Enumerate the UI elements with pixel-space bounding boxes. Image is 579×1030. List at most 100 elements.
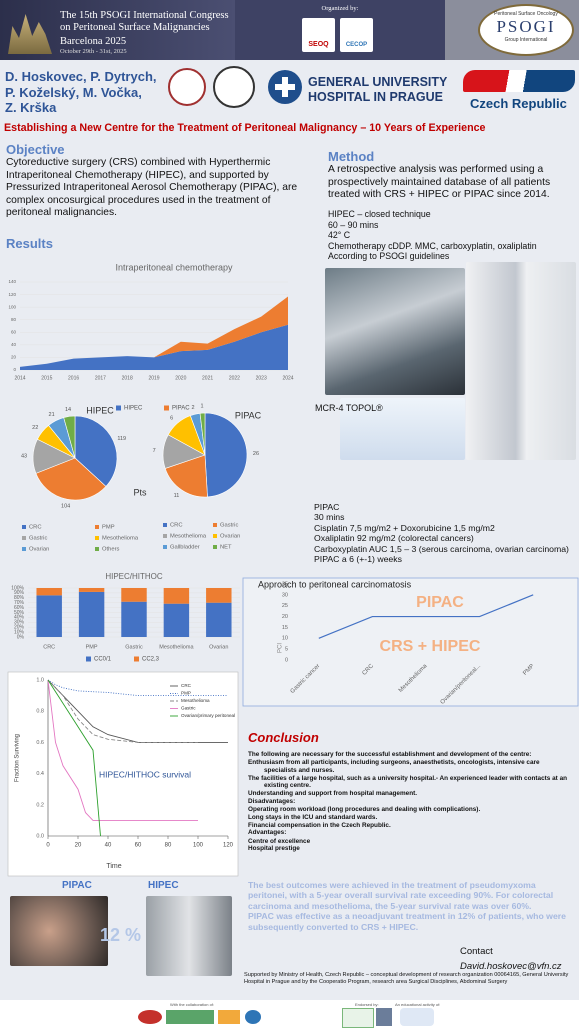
- pie-title: PIPAC: [235, 410, 262, 420]
- photo-pipac: [10, 896, 108, 966]
- requirement: The facilities of a large hospital, such…: [248, 774, 568, 790]
- advantage: Hospital prestige: [248, 845, 300, 853]
- y-tick-label: 30%: [14, 620, 25, 626]
- photo-mcr4: [340, 398, 465, 460]
- survival-curve: [47, 679, 228, 743]
- x-tick-label: 2015: [41, 375, 52, 381]
- disadvantages: Operating room workload (long procedures…: [248, 806, 573, 829]
- legend-label: Mesothelioma: [181, 698, 210, 703]
- pie-label: 1: [200, 404, 203, 410]
- pie-slice: [199, 412, 206, 456]
- hipec-line: 60 – 90 mins: [328, 219, 379, 230]
- bar-segment: [36, 595, 62, 637]
- footer-logo: [245, 1010, 261, 1024]
- x-tick-label: CRC: [43, 644, 55, 650]
- conclusion-heading: Conclusion: [248, 730, 319, 745]
- hipec-line: According to PSOGI guidelines: [328, 251, 450, 262]
- city: Barcelona 2025: [60, 36, 127, 47]
- y-tick-label: 20%: [14, 625, 25, 631]
- y-tick-label: 0.6: [36, 740, 44, 746]
- pie-annotation: Pts: [133, 487, 147, 497]
- y-tick-label: 100%: [11, 585, 24, 591]
- pipac-protocol: PIPAC 30 mins Cisplatin 7,5 mg/m2 + Doxoru…: [314, 502, 569, 565]
- x-tick-label: PMP: [522, 663, 535, 676]
- advantage: Centre of excellence: [248, 837, 311, 845]
- title: Establishing a New Centre for the Treatm…: [4, 122, 486, 134]
- legend-swatch: [22, 536, 26, 540]
- y-tick-label: 80: [11, 317, 17, 322]
- legend-swatch: [134, 656, 139, 662]
- legend-label: Gastric: [29, 536, 47, 542]
- legend-swatch: [163, 545, 167, 549]
- method-text: A retrospective analysis was performed u…: [328, 164, 551, 201]
- legend-label: PIPAC: [172, 406, 190, 412]
- photo-hipec: [146, 896, 232, 976]
- x-tick-label: 2019: [148, 375, 159, 381]
- hipec-line: 42° C: [328, 230, 351, 241]
- pipac-line: PIPAC a 6 (+-1) weeks: [314, 554, 402, 565]
- x-tick-label: 0: [46, 843, 50, 849]
- legend-swatch: [95, 536, 99, 540]
- congress-line: The 15th PSOGI International Congress: [60, 10, 229, 21]
- footer-logo: [376, 1008, 392, 1026]
- bar-segment: [206, 588, 232, 603]
- conclusion-body: The following are necessary for the succ…: [248, 751, 573, 853]
- legend-label: Others: [102, 547, 119, 553]
- y-tick-label: 0.8: [36, 709, 44, 715]
- x-tick-label: CRC: [361, 663, 375, 677]
- bar-segment: [163, 603, 190, 637]
- y-tick-label: 0: [285, 657, 288, 663]
- x-tick-label: 80: [165, 843, 172, 849]
- legend-swatch: [163, 523, 167, 527]
- contact-email: David.hoskovec@vfn.cz: [460, 961, 562, 972]
- y-tick-label: 20: [282, 614, 288, 620]
- pie-label: 14: [65, 407, 71, 413]
- hospital-name: GENERAL UNIVERSITY HOSPITAL IN PRAGUE: [308, 75, 447, 105]
- legend-swatch: [95, 547, 99, 551]
- psogi-logo: Peritoneal Surface Oncology PSOGI Group …: [478, 4, 574, 56]
- requirement: Enthusiasm from all participants, includ…: [248, 759, 540, 775]
- legend-swatch: [164, 405, 169, 411]
- pie-slice: [189, 412, 206, 456]
- authors: D. Hoskovec, P. Dytrych, P. Koželský, M. …: [5, 69, 157, 116]
- chart-title: HIPEC/HITHOC: [105, 572, 163, 581]
- y-tick-label: 90%: [14, 590, 25, 596]
- area: [20, 324, 288, 370]
- survival-curve: [47, 679, 198, 743]
- pie-slice: [162, 434, 206, 469]
- x-tick-label: 20: [75, 843, 82, 849]
- x-tick-label: 2014: [14, 375, 25, 381]
- legend-label: HIPEC: [124, 406, 143, 412]
- x-tick-label: Gastric cancer: [290, 663, 322, 695]
- x-tick-label: 100: [193, 843, 204, 849]
- pipac-line: Carboxyplatin AUC 1,5 – 3 (serous carcin…: [314, 543, 569, 554]
- czech-swoosh: [463, 70, 575, 92]
- x-tick-label: 120: [223, 843, 234, 849]
- disadvantage: Long stays in the ICU and standard wards…: [248, 813, 378, 821]
- advantages: Centre of excellence Hospital prestige: [248, 838, 573, 853]
- bar-segment: [121, 601, 147, 637]
- x-tick-label: Gastric: [125, 644, 143, 650]
- y-tick-label: 15: [282, 625, 288, 631]
- x-tick-label: 2022: [229, 375, 240, 381]
- pie-label: 7: [153, 448, 156, 454]
- device-label: MCR-4 TOPOL®: [315, 403, 383, 413]
- x-tick-label: PMP: [86, 644, 98, 650]
- x-tick-label: Mesothelioma: [398, 663, 429, 694]
- footer-educational: An educational activity of:: [395, 1002, 441, 1007]
- y-tick-label: 40: [11, 342, 17, 347]
- pipac-line: PIPAC: [314, 502, 340, 512]
- conversion-to: HIPEC: [148, 880, 179, 891]
- bar-segment: [121, 588, 147, 602]
- x-tick-label: Mesothelioma: [159, 644, 194, 650]
- legend-label: Gastric: [220, 523, 238, 529]
- survival-frame: [7, 671, 239, 877]
- pie-slice: [32, 438, 76, 474]
- y-tick-label: 10%: [14, 629, 25, 635]
- chart-title: HIPEC/HITHOC survival: [99, 769, 191, 779]
- y-tick-label: 70%: [14, 600, 25, 606]
- legend-label: Mesothelioma: [170, 534, 207, 540]
- psogi-name: PSOGI: [496, 17, 556, 36]
